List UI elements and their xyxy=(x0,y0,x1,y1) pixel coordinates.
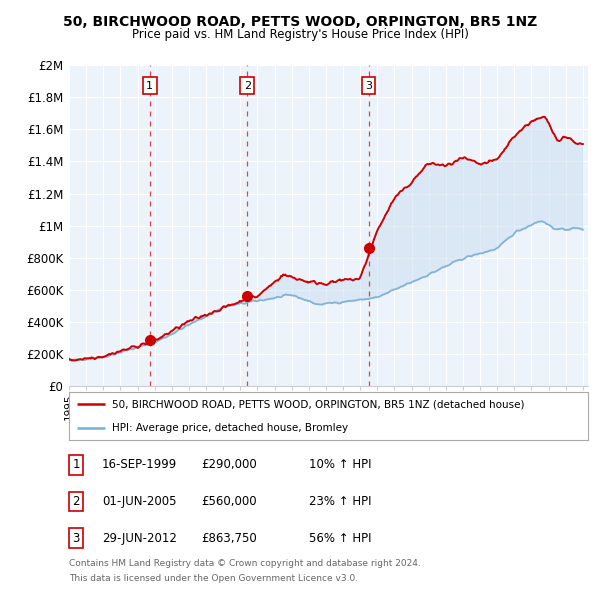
Text: 16-SEP-1999: 16-SEP-1999 xyxy=(102,458,177,471)
Text: 50, BIRCHWOOD ROAD, PETTS WOOD, ORPINGTON, BR5 1NZ (detached house): 50, BIRCHWOOD ROAD, PETTS WOOD, ORPINGTO… xyxy=(112,399,524,409)
Text: 2: 2 xyxy=(244,81,251,91)
Text: 1: 1 xyxy=(146,81,153,91)
Text: £560,000: £560,000 xyxy=(201,495,257,508)
Text: This data is licensed under the Open Government Licence v3.0.: This data is licensed under the Open Gov… xyxy=(69,574,358,583)
Text: 2: 2 xyxy=(73,495,80,508)
Text: £290,000: £290,000 xyxy=(201,458,257,471)
Text: 50, BIRCHWOOD ROAD, PETTS WOOD, ORPINGTON, BR5 1NZ: 50, BIRCHWOOD ROAD, PETTS WOOD, ORPINGTO… xyxy=(63,15,537,29)
Text: 3: 3 xyxy=(73,532,80,545)
Text: 3: 3 xyxy=(365,81,372,91)
Text: 56% ↑ HPI: 56% ↑ HPI xyxy=(309,532,371,545)
Text: HPI: Average price, detached house, Bromley: HPI: Average price, detached house, Brom… xyxy=(112,423,347,432)
Text: 29-JUN-2012: 29-JUN-2012 xyxy=(102,532,177,545)
Text: 10% ↑ HPI: 10% ↑ HPI xyxy=(309,458,371,471)
Text: Price paid vs. HM Land Registry's House Price Index (HPI): Price paid vs. HM Land Registry's House … xyxy=(131,28,469,41)
Text: 23% ↑ HPI: 23% ↑ HPI xyxy=(309,495,371,508)
Text: £863,750: £863,750 xyxy=(201,532,257,545)
Text: 01-JUN-2005: 01-JUN-2005 xyxy=(102,495,176,508)
Text: Contains HM Land Registry data © Crown copyright and database right 2024.: Contains HM Land Registry data © Crown c… xyxy=(69,559,421,568)
Text: 1: 1 xyxy=(73,458,80,471)
